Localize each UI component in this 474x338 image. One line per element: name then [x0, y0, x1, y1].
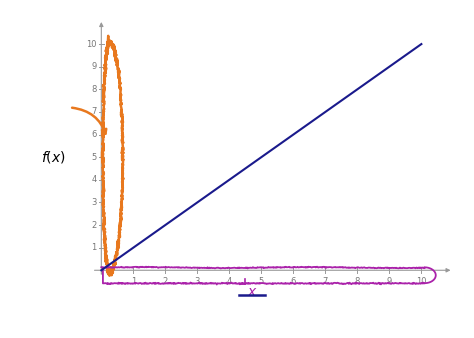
Text: 10: 10 [416, 276, 427, 286]
Text: 3: 3 [91, 198, 97, 207]
Text: 7: 7 [91, 107, 97, 116]
Text: 9: 9 [91, 62, 97, 71]
Text: 6: 6 [291, 276, 296, 286]
Text: 9: 9 [387, 276, 392, 286]
Text: $x$: $x$ [247, 285, 258, 299]
Text: 7: 7 [323, 276, 328, 286]
Text: 3: 3 [195, 276, 200, 286]
Text: 5: 5 [91, 153, 97, 162]
Text: 1: 1 [91, 243, 97, 252]
Text: 2: 2 [163, 276, 168, 286]
Text: 2: 2 [91, 220, 97, 230]
Text: 4: 4 [227, 276, 232, 286]
Text: 6: 6 [91, 130, 97, 139]
Text: $f(x)$: $f(x)$ [40, 149, 65, 165]
Text: 8: 8 [355, 276, 360, 286]
Text: 5: 5 [259, 276, 264, 286]
Text: 10: 10 [86, 40, 97, 49]
Text: 1: 1 [131, 276, 136, 286]
Text: 8: 8 [91, 85, 97, 94]
Text: 4: 4 [91, 175, 97, 184]
